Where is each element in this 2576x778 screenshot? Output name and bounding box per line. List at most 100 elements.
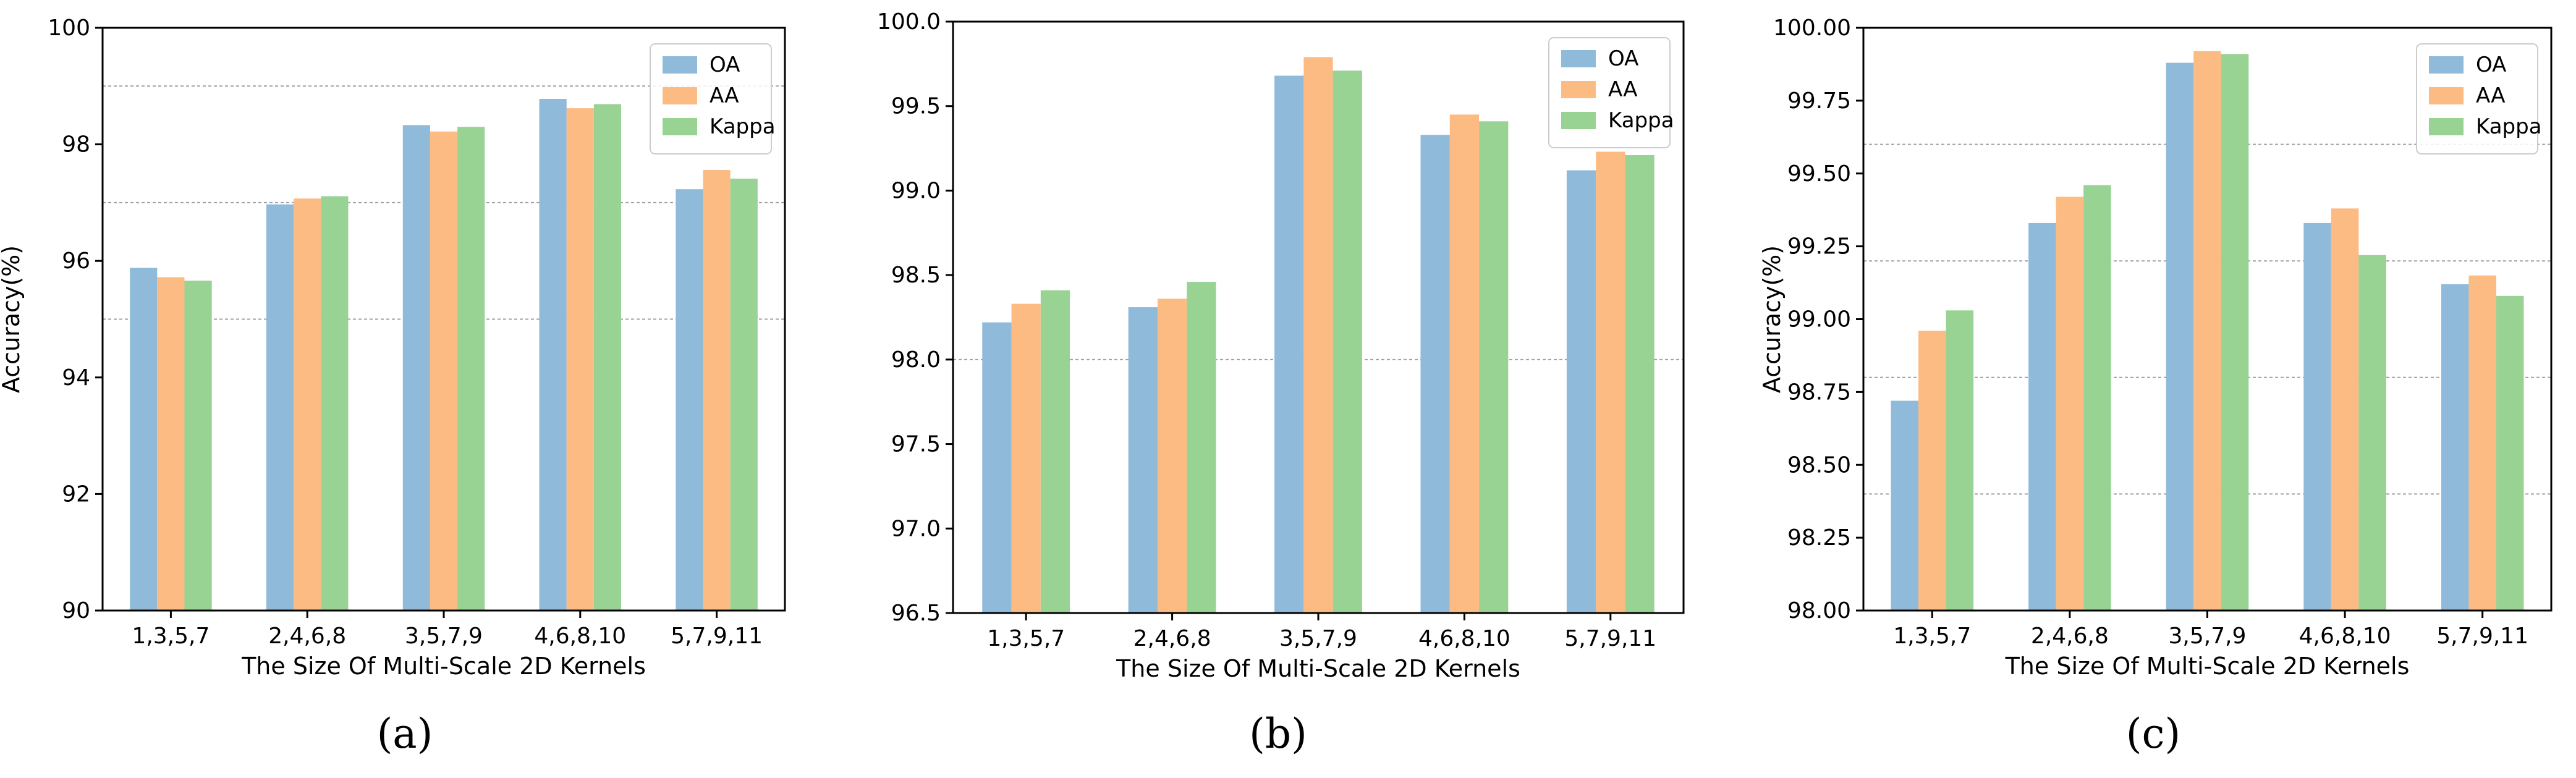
legend-swatch-kappa (1561, 112, 1596, 129)
x-tick-label: 2,4,6,8 (2031, 624, 2109, 649)
x-tick-label: 3,5,7,9 (405, 624, 483, 649)
x-tick-label: 1,3,5,7 (987, 626, 1065, 651)
legend-label-kappa: Kappa (2476, 114, 2542, 139)
bar-kappa-1 (184, 281, 212, 611)
y-tick-label: 98.75 (1787, 379, 1851, 405)
legend-label-kappa: Kappa (1608, 108, 1674, 133)
bar-kappa-5 (2496, 295, 2524, 611)
y-axis-label: Accuracy(%) (1758, 245, 1786, 393)
x-tick-label: 5,7,9,11 (2436, 624, 2528, 649)
y-tick-label: 90 (62, 598, 90, 624)
bar-kappa-3 (457, 127, 485, 611)
y-tick-label: 98 (62, 132, 90, 158)
x-axis-label: The Size Of Multi-Scale 2D Kernels (1116, 655, 1520, 682)
x-axis-label: The Size Of Multi-Scale 2D Kernels (2005, 653, 2410, 680)
bar-oa-3 (402, 125, 430, 611)
x-tick-label: 4,6,8,10 (1418, 626, 1510, 651)
bar-oa-5 (1566, 170, 1596, 613)
chart-panel-3: 98.00 98.25 98.50 98.75 99.00 99.25 99.50 99.75… (1758, 15, 2553, 758)
y-tick-label: 96.5 (891, 601, 941, 626)
legend-label-oa: OA (710, 53, 740, 77)
bar-oa-2 (2028, 222, 2056, 611)
panel-caption: (b) (1249, 710, 1307, 758)
y-tick-label: 98.50 (1787, 452, 1851, 478)
bar-kappa-4 (1479, 121, 1509, 613)
x-tick-label: 3,5,7,9 (2169, 624, 2247, 649)
bar-oa-3 (1274, 75, 1304, 614)
bar-oa-1 (1891, 400, 1919, 611)
bar-aa-2 (2056, 197, 2084, 611)
x-tick-label: 5,7,9,11 (1564, 626, 1656, 651)
y-tick-label: 99.50 (1787, 161, 1851, 187)
y-tick-label: 100.0 (877, 9, 941, 35)
bar-kappa-5 (1625, 155, 1654, 614)
bar-kappa-4 (2358, 255, 2386, 611)
bar-aa-5 (2468, 275, 2496, 611)
bar-aa-5 (1596, 151, 1625, 614)
bar-aa-5 (703, 170, 731, 611)
y-axis-label: Accuracy(%) (0, 245, 25, 393)
bar-aa-4 (1449, 114, 1480, 613)
bar-oa-4 (539, 99, 567, 611)
x-tick-label: 1,3,5,7 (132, 624, 210, 649)
bar-oa-2 (1128, 307, 1158, 613)
x-tick-label: 3,5,7,9 (1279, 626, 1357, 651)
legend-swatch-oa (1561, 50, 1596, 67)
y-tick-label: 98.0 (891, 347, 941, 373)
bar-oa-5 (2441, 284, 2469, 611)
bar-aa-4 (566, 108, 594, 611)
bar-aa-2 (294, 198, 321, 611)
panel-caption: (a) (377, 710, 433, 758)
panel-caption: (c) (2126, 710, 2180, 758)
bar-oa-3 (2166, 62, 2194, 611)
bar-kappa-3 (1332, 70, 1362, 613)
bar-kappa-4 (593, 104, 622, 611)
x-tick-label: 2,4,6,8 (1133, 626, 1211, 651)
legend-swatch-kappa (2429, 118, 2464, 135)
y-tick-label: 92 (62, 481, 90, 507)
bar-oa-2 (266, 204, 294, 611)
bar-kappa-2 (321, 196, 349, 611)
y-tick-label: 94 (62, 365, 90, 391)
legend: OA AA Kappa (2416, 43, 2542, 154)
legend-label-aa: AA (1608, 77, 1637, 102)
y-tick-label: 98.25 (1787, 525, 1851, 551)
bar-oa-1 (130, 268, 158, 611)
bar-kappa-5 (730, 179, 758, 611)
y-tick-label: 96 (62, 248, 90, 274)
y-tick-label: 99.75 (1787, 88, 1851, 114)
y-tick-label: 97.0 (891, 516, 941, 541)
legend-swatch-kappa (663, 118, 697, 135)
bar-aa-3 (1303, 57, 1333, 614)
bar-kappa-1 (1946, 310, 1974, 611)
legend-label-kappa: Kappa (710, 114, 776, 139)
x-tick-label: 1,3,5,7 (1893, 624, 1971, 649)
legend-swatch-aa (663, 87, 697, 104)
bar-kappa-3 (2221, 54, 2249, 611)
chart-panel-1: 90 92 94 96 98 100 1,3,5,7 2,4,6,8 3,5,7,9 4,6,8,… (0, 15, 786, 758)
legend: OA AA Kappa (650, 43, 776, 154)
bar-oa-4 (2303, 222, 2331, 611)
bar-oa-4 (1420, 135, 1450, 613)
bar-kappa-2 (2083, 185, 2111, 611)
x-tick-label: 4,6,8,10 (2299, 624, 2391, 649)
bar-aa-1 (1011, 303, 1041, 613)
y-tick-label: 99.25 (1787, 234, 1851, 260)
legend-swatch-aa (2429, 87, 2464, 104)
legend-label-oa: OA (2476, 53, 2506, 77)
y-tick-label: 98.5 (891, 263, 941, 288)
y-tick-label: 99.0 (891, 178, 941, 203)
legend-label-aa: AA (710, 83, 739, 108)
bar-aa-3 (2193, 51, 2221, 611)
y-tick-label: 98.00 (1787, 598, 1851, 624)
x-tick-label: 4,6,8,10 (534, 624, 626, 649)
chart-panel-2: 96.5 97.0 97.5 98.0 98.5 99.0 99.5 100.0 1,3,5,7… (877, 9, 1685, 758)
bar-oa-1 (982, 322, 1012, 613)
bar-aa-2 (1157, 298, 1187, 613)
x-tick-label: 5,7,9,11 (671, 624, 763, 649)
x-axis-label: The Size Of Multi-Scale 2D Kernels (241, 653, 646, 680)
y-tick-label: 100 (48, 15, 90, 41)
y-tick-label: 100.00 (1773, 15, 1851, 41)
bar-aa-3 (430, 131, 458, 611)
legend-swatch-oa (663, 56, 697, 74)
